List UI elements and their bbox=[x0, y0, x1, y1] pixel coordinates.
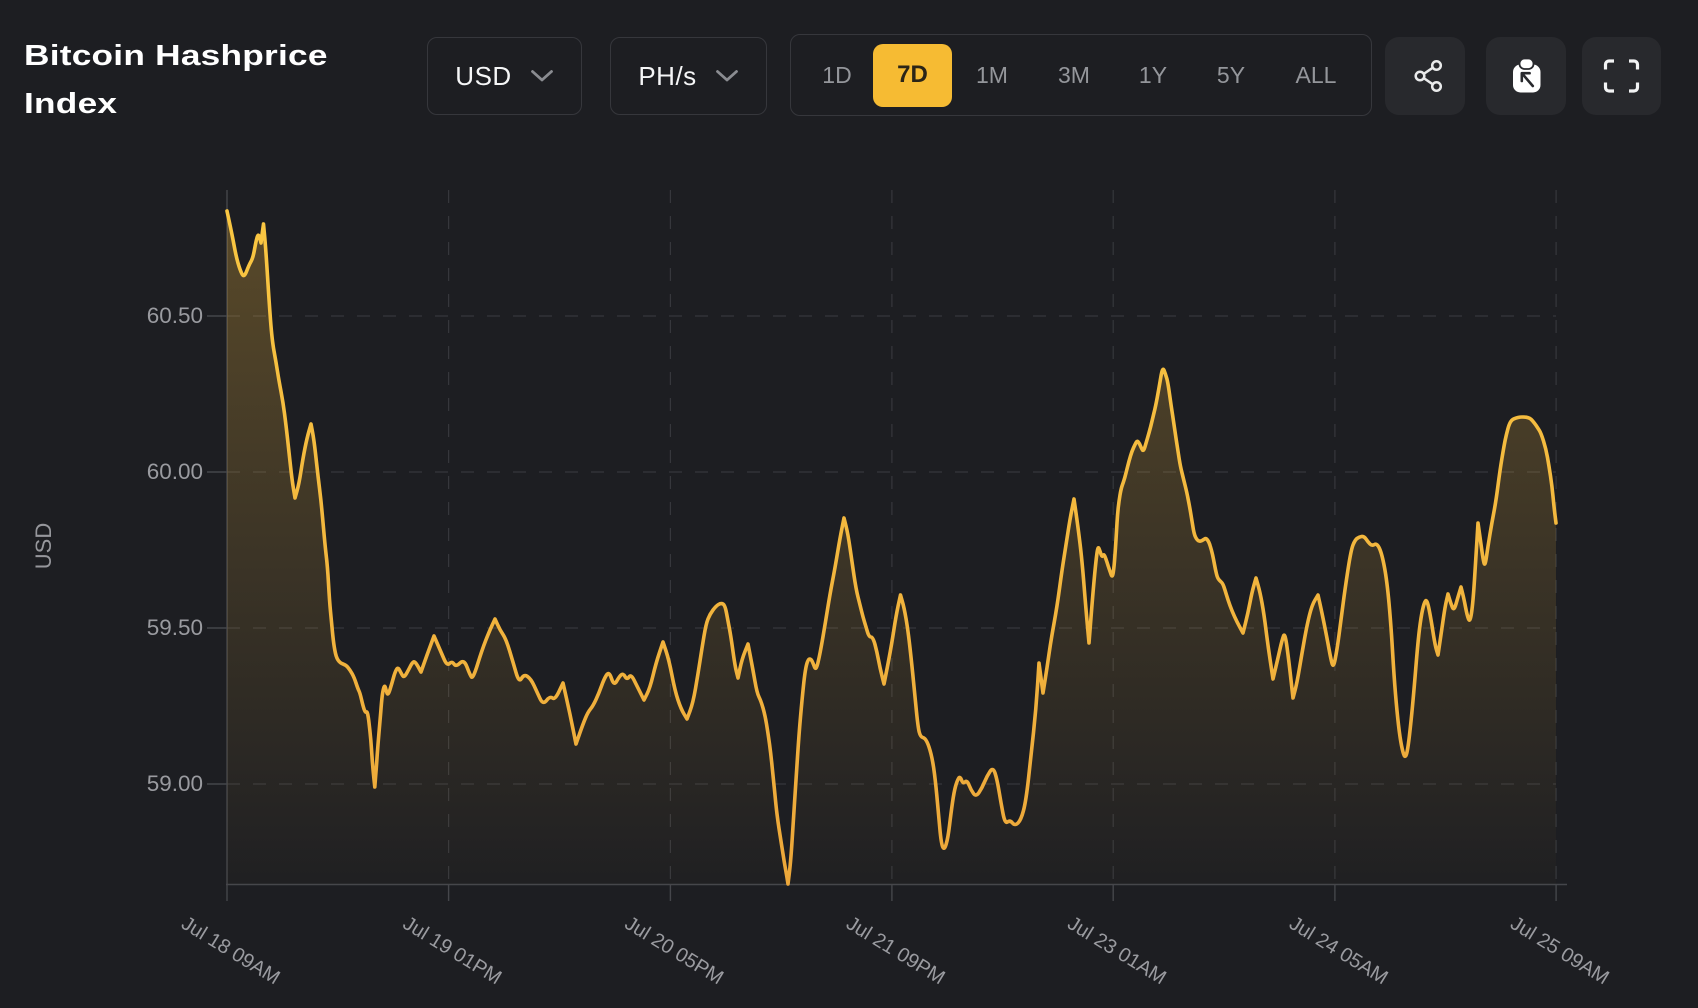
svg-text:60.50: 60.50 bbox=[147, 303, 203, 328]
svg-text:Jul 20 05PM: Jul 20 05PM bbox=[621, 912, 727, 989]
svg-text:Jul 19 01PM: Jul 19 01PM bbox=[399, 912, 505, 989]
svg-text:Jul 21 09PM: Jul 21 09PM bbox=[842, 912, 948, 989]
svg-text:59.50: 59.50 bbox=[147, 615, 203, 640]
svg-text:Jul 25 09AM: Jul 25 09AM bbox=[1506, 912, 1612, 989]
svg-text:Jul 24 05AM: Jul 24 05AM bbox=[1285, 912, 1391, 989]
svg-text:USD: USD bbox=[31, 523, 56, 569]
svg-text:Jul 18 09AM: Jul 18 09AM bbox=[177, 912, 283, 989]
svg-text:59.00: 59.00 bbox=[147, 771, 203, 796]
svg-text:Jul 23 01AM: Jul 23 01AM bbox=[1064, 912, 1170, 989]
svg-text:60.00: 60.00 bbox=[147, 459, 203, 484]
